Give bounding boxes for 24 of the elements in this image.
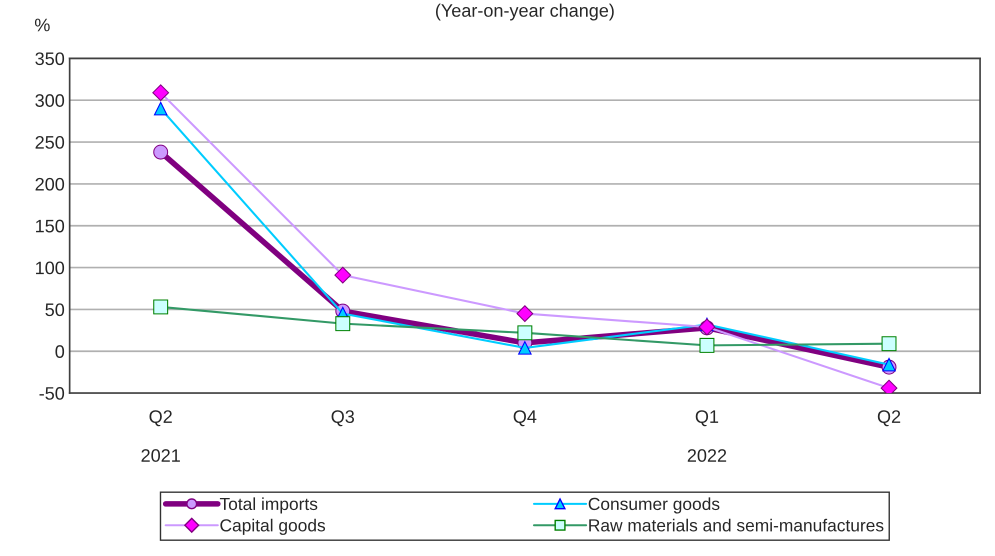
y-tick-label: 0 bbox=[55, 345, 64, 358]
y-tick-label: -50 bbox=[39, 387, 64, 400]
y-tick-label: 250 bbox=[36, 136, 64, 149]
y-tick-label: 350 bbox=[35, 52, 64, 66]
category-label: Q2 2021 bbox=[142, 410, 180, 462]
y-tick-label: 300 bbox=[35, 94, 64, 107]
legend-label: Raw materials and semi-manufactures bbox=[589, 518, 884, 532]
point bbox=[518, 341, 532, 355]
y-tick-label: 100 bbox=[36, 262, 64, 274]
point bbox=[154, 102, 168, 116]
x-tick-label: Q3 bbox=[332, 410, 354, 426]
x-tick-label: Q4 bbox=[514, 410, 536, 426]
y-tick-label: 150 bbox=[36, 220, 64, 232]
category-label: Q1 2022 bbox=[688, 410, 726, 462]
y-axis-title: % bbox=[34, 18, 50, 32]
legend-label: Total imports bbox=[220, 497, 318, 514]
x-tick-label: Q2 bbox=[878, 410, 900, 426]
legend-label: Capital goods bbox=[220, 518, 326, 535]
chart-title: (Year-on-year change) bbox=[436, 4, 614, 20]
y-tick-label: 50 bbox=[45, 303, 64, 316]
point bbox=[882, 358, 896, 372]
y-tick-label: 200 bbox=[36, 178, 64, 191]
legend-label: Consumer goods bbox=[588, 497, 720, 514]
point bbox=[153, 144, 168, 160]
